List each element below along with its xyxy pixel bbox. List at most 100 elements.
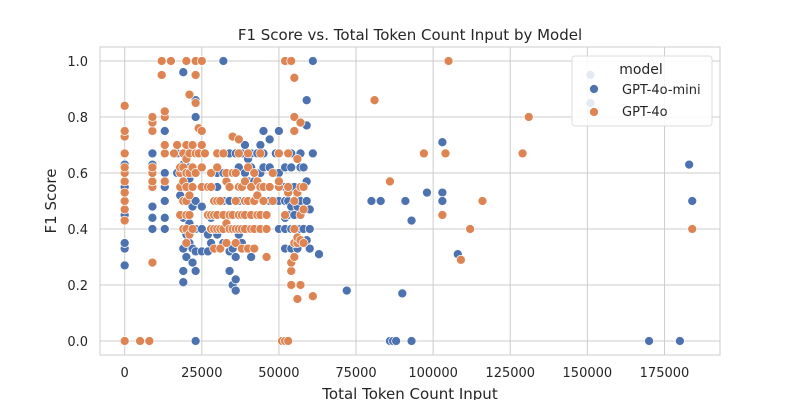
- y-tick-label: 0.8: [67, 111, 88, 126]
- data-point: [230, 168, 241, 178]
- data-point: [283, 182, 294, 192]
- data-point: [274, 126, 284, 136]
- data-point: [196, 201, 207, 212]
- data-point: [147, 201, 158, 212]
- data-point: [252, 190, 263, 201]
- data-point: [221, 238, 232, 248]
- data-point: [206, 182, 216, 192]
- data-point: [212, 162, 223, 173]
- data-point: [289, 112, 300, 122]
- x-tick-label: 0: [121, 366, 129, 381]
- legend-title: model: [619, 62, 663, 78]
- data-point: [196, 140, 207, 150]
- data-point: [230, 285, 241, 296]
- x-tick-label: 25000: [181, 366, 222, 381]
- data-point: [477, 196, 488, 206]
- data-point: [156, 70, 167, 80]
- data-point: [190, 70, 201, 80]
- data-point: [190, 168, 201, 178]
- x-tick-labels: 0 25000 50000 75000 100000 125000 150000 175000: [121, 366, 690, 381]
- x-axis-label: Total Token Count Input: [321, 385, 498, 400]
- data-point: [283, 336, 294, 346]
- data-point: [261, 210, 272, 220]
- data-point: [255, 140, 266, 150]
- data-point: [147, 176, 158, 187]
- x-tick-label: 150000: [563, 366, 613, 381]
- data-point: [684, 159, 695, 170]
- data-point: [181, 56, 192, 66]
- data-point: [224, 266, 235, 276]
- data-point: [301, 95, 312, 106]
- data-point: [286, 280, 297, 290]
- data-point: [465, 224, 475, 234]
- data-point: [156, 56, 167, 66]
- data-point: [159, 148, 170, 159]
- data-point: [406, 336, 417, 346]
- data-point: [289, 126, 300, 136]
- data-point: [159, 168, 170, 178]
- data-point: [147, 162, 158, 173]
- data-point: [283, 148, 294, 159]
- data-point: [437, 196, 448, 206]
- data-point: [147, 126, 158, 136]
- x-tick-label: 75000: [335, 366, 376, 381]
- data-point: [301, 196, 312, 206]
- data-point: [298, 204, 309, 215]
- data-point: [249, 243, 260, 254]
- y-tick-label: 0.0: [67, 335, 88, 350]
- data-point: [206, 168, 216, 178]
- data-point: [391, 336, 401, 346]
- data-point: [307, 148, 318, 159]
- data-point: [181, 238, 192, 248]
- data-point: [304, 243, 315, 254]
- data-point: [422, 187, 432, 198]
- data-point: [190, 112, 201, 122]
- data-point: [230, 274, 241, 285]
- legend-marker-gpt-4o-mini: [589, 84, 599, 94]
- data-point: [119, 162, 130, 173]
- data-point: [419, 148, 429, 159]
- data-point: [119, 336, 130, 346]
- data-point: [258, 126, 269, 136]
- data-point: [169, 148, 179, 159]
- data-point: [147, 224, 158, 234]
- legend-box: [571, 55, 713, 127]
- x-tick-label: 175000: [640, 366, 690, 381]
- y-axis-label: F1 Score: [42, 169, 60, 234]
- data-point: [147, 257, 158, 268]
- data-point: [147, 112, 158, 122]
- x-tick-label: 100000: [408, 366, 458, 381]
- data-point: [437, 210, 448, 220]
- data-point: [187, 257, 198, 268]
- data-point: [218, 148, 229, 159]
- data-point: [437, 137, 448, 148]
- data-point: [385, 176, 395, 187]
- data-point: [437, 187, 448, 198]
- data-point: [159, 126, 170, 136]
- data-point: [375, 196, 386, 206]
- data-point: [687, 196, 698, 206]
- data-point: [258, 196, 269, 206]
- data-point: [159, 212, 170, 223]
- data-point: [215, 243, 226, 254]
- data-point: [119, 187, 130, 198]
- data-point: [190, 266, 201, 276]
- data-point: [369, 95, 380, 106]
- data-point: [443, 56, 454, 66]
- data-point: [289, 224, 300, 234]
- data-point: [264, 134, 275, 145]
- data-point: [190, 98, 201, 108]
- data-point: [295, 280, 306, 290]
- data-point: [307, 291, 318, 302]
- y-tick-labels: 0.0 0.2 0.4 0.6 0.8 1.0: [67, 55, 88, 350]
- data-point: [147, 148, 158, 159]
- data-points: [119, 56, 698, 346]
- legend-marker-gpt-4o: [589, 107, 599, 117]
- legend: model GPT-4o-mini GPT-4o: [571, 55, 713, 127]
- data-point: [267, 196, 278, 206]
- data-point: [243, 162, 253, 173]
- data-point: [289, 252, 300, 262]
- data-point: [119, 100, 130, 111]
- legend-label-gpt-4o: GPT-4o: [622, 105, 668, 120]
